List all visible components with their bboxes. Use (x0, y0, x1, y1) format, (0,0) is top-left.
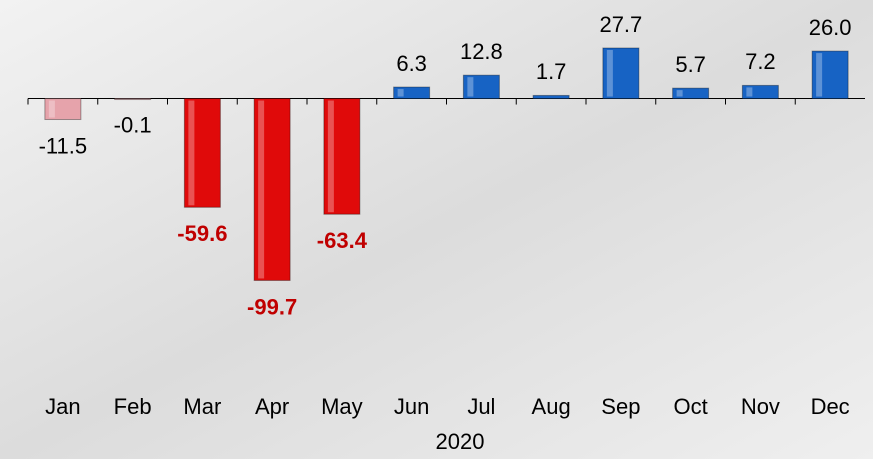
value-label: -99.7 (247, 294, 297, 319)
bar-shine (816, 53, 822, 96)
x-tick-label: Jan (45, 394, 80, 419)
value-label: -11.5 (39, 133, 88, 158)
bar-shine (258, 101, 264, 279)
value-label: 6.3 (396, 51, 427, 76)
x-tick-label: Sep (601, 394, 640, 419)
value-label: 12.8 (460, 39, 503, 64)
x-tick-label: Jun (394, 394, 429, 419)
value-label: -0.1 (114, 113, 152, 138)
background (0, 0, 873, 459)
x-tick-label: Aug (532, 394, 571, 419)
x-tick-label: Apr (255, 394, 289, 419)
chart: 2020 Jan -11.5 Feb -0.1 Mar -59.6 Apr -99.7 May -… (0, 0, 873, 459)
bar-shine (188, 101, 194, 206)
bar-shine (746, 87, 752, 96)
value-label: 27.7 (599, 12, 642, 37)
bar-shine (49, 101, 55, 118)
bar (115, 99, 151, 100)
bar-shine (398, 89, 404, 96)
value-label: 1.7 (536, 59, 567, 84)
value-label: 26.0 (809, 15, 852, 40)
x-tick-label: Jul (467, 394, 495, 419)
bar (533, 95, 569, 98)
x-tick-label: May (321, 394, 363, 419)
value-label: -63.4 (317, 228, 368, 253)
value-label: 7.2 (745, 49, 776, 74)
bar-shine (467, 77, 473, 96)
value-label: 5.7 (675, 52, 706, 77)
x-tick-label: Mar (183, 394, 221, 419)
value-label: -59.6 (177, 221, 227, 246)
x-tick-label: Dec (811, 394, 850, 419)
x-tick-label: Oct (674, 394, 708, 419)
bar-shine (607, 50, 613, 97)
bar-shine (328, 101, 334, 213)
bar-shine (677, 90, 683, 96)
x-tick-label: Nov (741, 394, 780, 419)
x-axis-label: 2020 (436, 429, 485, 454)
x-tick-label: Feb (114, 394, 152, 419)
